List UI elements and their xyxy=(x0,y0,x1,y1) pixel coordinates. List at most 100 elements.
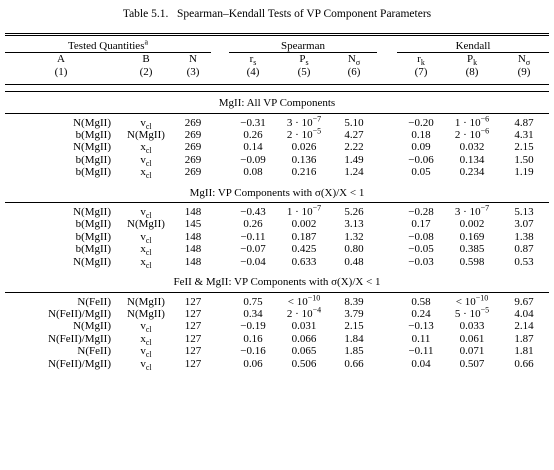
cell: −0.06 xyxy=(408,153,434,166)
cell: xcl xyxy=(117,166,175,181)
cell: Pk xyxy=(445,53,499,67)
section-title: FeII & MgII: VP Components with σ(X)/X <… xyxy=(5,271,549,293)
cell: 2.14 xyxy=(514,320,534,333)
cell: 1.24 xyxy=(344,166,364,179)
section-title-row: MgII: All VP Components xyxy=(5,91,549,114)
cell: < 10−10 xyxy=(445,293,499,308)
data-row: b(MgII) xcl 269 0.08 0.216 1.24 0.05 0.234 1.19 xyxy=(5,166,549,181)
cell: 1 · 10−6 xyxy=(445,113,499,129)
cell: N(MgII) xyxy=(127,307,165,320)
text-part: 1 · 10 xyxy=(286,206,313,219)
superscript: −5 xyxy=(312,126,322,136)
spacer xyxy=(211,308,229,320)
cell: −0.16 xyxy=(240,345,266,358)
cell: 145 xyxy=(184,218,202,231)
cell: −0.13 xyxy=(408,320,434,333)
cell: 1.32 xyxy=(344,230,364,243)
cell: 2.15 xyxy=(514,141,534,154)
cell: 148 xyxy=(184,243,202,256)
cell: 127 xyxy=(184,307,202,320)
text-part: 3 · 10 xyxy=(454,206,481,219)
subscript: cl xyxy=(145,171,152,181)
cell: rk xyxy=(397,53,445,68)
cell: xcl xyxy=(117,256,175,270)
cell: 0.26 xyxy=(243,218,263,231)
cell: N(FeII)/MgII) xyxy=(48,357,111,370)
spacer xyxy=(211,358,229,370)
cell: (7) xyxy=(414,65,428,78)
cell: 0.58 xyxy=(411,295,431,308)
cell: 127 xyxy=(184,320,202,333)
cell: 1 · 10−7 xyxy=(277,204,331,219)
cell: 3 · 10−7 xyxy=(277,114,331,129)
cell: N(FeII)/MgII) xyxy=(48,307,111,320)
spacer xyxy=(211,141,229,153)
cell: 0.061 xyxy=(459,332,485,345)
cell: 0.507 xyxy=(459,357,485,370)
text-part: P xyxy=(299,53,306,66)
text-part: x xyxy=(140,141,146,154)
table-caption: Table 5.1. Spearman–Kendall Tests of VP … xyxy=(122,8,432,20)
cell: 0.18 xyxy=(411,129,431,142)
text-part: v xyxy=(140,116,146,129)
cell: b(MgII) xyxy=(75,153,111,166)
gap xyxy=(5,370,549,373)
cell: b(MgII) xyxy=(75,218,111,231)
cell: 1.38 xyxy=(514,230,534,243)
spacer xyxy=(377,333,397,345)
spacer xyxy=(211,66,229,78)
cell: 0.06 xyxy=(243,357,263,370)
cell: −0.09 xyxy=(240,153,266,166)
spacer xyxy=(211,231,229,243)
subscript: cl xyxy=(145,121,152,131)
cell: vcl xyxy=(117,230,175,245)
cell: 1.49 xyxy=(344,153,364,166)
cell: (2) xyxy=(139,65,153,78)
cell: N(MgII) xyxy=(73,206,111,219)
subscript: cl xyxy=(145,362,152,372)
cell: 0.34 xyxy=(243,307,263,320)
cell: (1) xyxy=(54,65,68,78)
spacer xyxy=(211,333,229,345)
cell: 0.08 xyxy=(243,166,263,179)
data-row: b(MgII) vcl 269 −0.09 0.136 1.49 −0.06 0.134 1.5… xyxy=(5,153,549,168)
cell: 4.27 xyxy=(344,129,364,142)
spacer xyxy=(377,53,397,66)
cell: 8.39 xyxy=(344,295,364,308)
subscript: cl xyxy=(145,325,152,335)
cell: 148 xyxy=(184,206,202,219)
cell: 2.15 xyxy=(344,320,364,333)
spacer xyxy=(211,129,229,141)
text-part: 3 · 10 xyxy=(286,116,313,129)
cell: 5 · 10−5 xyxy=(445,306,499,320)
cell: 3.07 xyxy=(514,218,534,231)
data-row: N(FeII)/MgII) vcl 127 0.06 0.506 0.66 0.04 0.50… xyxy=(5,357,549,372)
cell: xcl xyxy=(117,332,175,347)
text-part: x xyxy=(140,243,146,256)
cell: N(MgII) xyxy=(127,295,165,308)
text-part: P xyxy=(466,53,474,66)
spacer xyxy=(211,206,229,218)
text-part: v xyxy=(140,230,146,243)
cell: B xyxy=(142,53,150,66)
cell: 269 xyxy=(184,166,202,179)
superscript: −6 xyxy=(480,126,490,136)
text-part: x xyxy=(140,332,146,345)
cell: Ps xyxy=(277,53,331,67)
data-row: N(FeII) N(MgII) 127 0.75 < 10−10 8.39 0.58 < 10… xyxy=(5,293,549,308)
spacer xyxy=(377,296,397,308)
superscript: −6 xyxy=(480,113,490,123)
subscript: k xyxy=(420,58,425,68)
spacer xyxy=(5,85,549,92)
superscript: a xyxy=(144,37,149,47)
text-part: v xyxy=(140,320,146,333)
cell: 0.04 xyxy=(411,357,431,370)
text-part: v xyxy=(140,153,146,166)
cell: 2 · 10−4 xyxy=(277,306,331,320)
cell: 5.26 xyxy=(344,206,364,219)
cell: 2 · 10−6 xyxy=(445,126,499,141)
spacer xyxy=(377,358,397,370)
spacer xyxy=(377,231,397,243)
cell: −0.11 xyxy=(408,345,434,358)
